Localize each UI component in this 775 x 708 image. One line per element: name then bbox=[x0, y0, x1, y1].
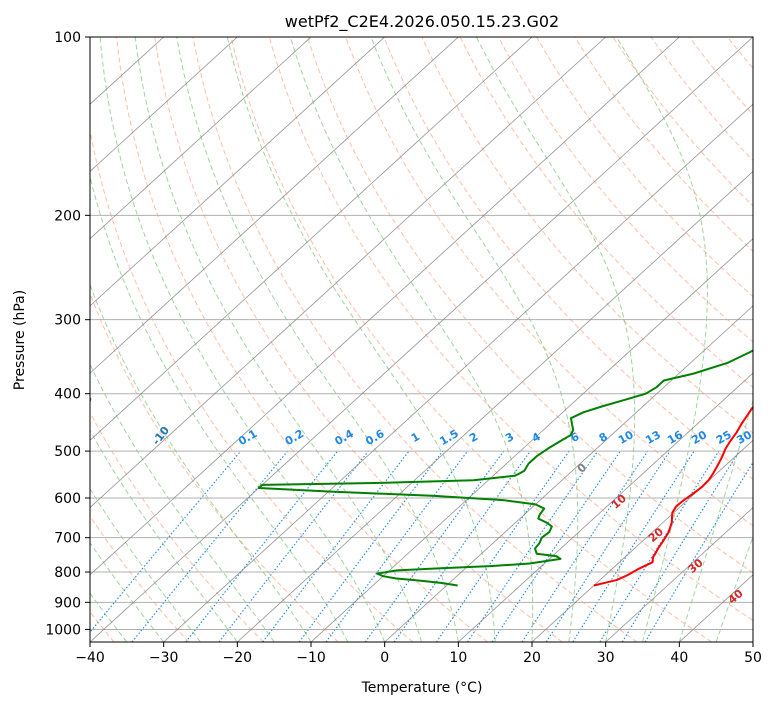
x-tick-label: 40 bbox=[670, 650, 688, 666]
plot-area: 0.10.20.40.611.52346810131620253036-100-… bbox=[90, 37, 754, 642]
x-tick-label: −20 bbox=[223, 650, 253, 666]
moist-adiabat-line bbox=[176, 37, 459, 642]
grid-lines bbox=[90, 37, 753, 642]
isotherm-line bbox=[90, 37, 312, 240]
y-tick-label: 700 bbox=[54, 531, 81, 547]
dry-adiabat-line bbox=[421, 37, 753, 434]
dry-adiabat-line bbox=[536, 37, 753, 298]
chart-title: wetPf2_C2E4.2026.050.15.23.G02 bbox=[285, 12, 559, 32]
x-tick-label: 30 bbox=[597, 650, 615, 666]
isotherm-line bbox=[90, 37, 459, 374]
isotherm-line bbox=[310, 238, 753, 642]
mixing-ratio-line bbox=[521, 450, 649, 642]
isotherm-line bbox=[90, 37, 385, 307]
dry-adiabat-line bbox=[90, 515, 190, 642]
moist-adiabat-line bbox=[134, 37, 422, 642]
moist-adiabat-line bbox=[289, 37, 534, 642]
dry-adiabat-line bbox=[268, 37, 753, 622]
x-tick-label: 0 bbox=[380, 650, 389, 666]
moist-adiabat-line bbox=[90, 363, 275, 642]
x-tick-label: −40 bbox=[75, 650, 105, 666]
dry-adiabat-line bbox=[459, 37, 753, 388]
y-axis-ticks: 100 200 300 400 500 600 700 800 900 1000 bbox=[45, 30, 90, 638]
temperature-profile-line bbox=[593, 405, 753, 587]
mixing-ratio-line bbox=[90, 450, 242, 633]
moist-adiabat-line bbox=[226, 37, 496, 642]
y-tick-label: 600 bbox=[54, 491, 81, 507]
x-tick-label: 50 bbox=[744, 650, 762, 666]
x-axis-label: Temperature (°C) bbox=[361, 680, 483, 696]
x-tick-label: 20 bbox=[523, 650, 541, 666]
profile-series bbox=[257, 349, 753, 587]
y-tick-label: 900 bbox=[54, 595, 81, 611]
moist-adiabat-line bbox=[616, 37, 708, 642]
isotherm-line bbox=[90, 37, 606, 509]
moist-adiabat-line bbox=[678, 398, 753, 642]
moist-adiabat-line bbox=[90, 592, 128, 642]
y-tick-label: 800 bbox=[54, 565, 81, 581]
dry-adiabat-line bbox=[650, 37, 753, 162]
mixing-ratio-line bbox=[621, 450, 740, 642]
dry-adiabat-line bbox=[383, 37, 753, 480]
mixing-ratio-label: 30 bbox=[734, 428, 754, 447]
mixing-ratio-line bbox=[364, 450, 505, 642]
dry-adiabat-line bbox=[345, 37, 753, 527]
moist-adiabat-line bbox=[99, 37, 386, 642]
moist-adiabat-line bbox=[370, 37, 579, 642]
y-axis-label: Pressure (hPa) bbox=[12, 290, 28, 390]
moist-adiabat-line bbox=[90, 174, 349, 642]
isotherm-line bbox=[90, 37, 533, 441]
isotherm-line bbox=[163, 103, 753, 642]
dewpoint-profile-line bbox=[257, 349, 753, 587]
y-tick-label: 400 bbox=[54, 387, 81, 403]
dry-adiabat-line bbox=[230, 37, 712, 642]
x-tick-label: −30 bbox=[149, 650, 179, 666]
dry-adiabat-line bbox=[90, 128, 414, 642]
x-axis-ticks: −40 −30 −20 −10 0 10 20 30 40 50 bbox=[75, 642, 762, 666]
x-tick-label: −10 bbox=[296, 650, 326, 666]
mixing-ratio-line bbox=[435, 450, 570, 642]
mixing-ratio-line bbox=[298, 450, 444, 642]
isotherm-line bbox=[384, 305, 753, 642]
isotherm-line bbox=[237, 170, 753, 642]
isotherm-line bbox=[90, 37, 680, 576]
plot-frame bbox=[89, 36, 754, 643]
mixing-ratio-line bbox=[325, 450, 468, 642]
isotherm-line bbox=[90, 37, 753, 642]
isotherm-line bbox=[458, 372, 753, 642]
mixing-ratio-line bbox=[572, 450, 695, 642]
isotherm-line bbox=[531, 439, 753, 642]
dry-adiabat-line bbox=[116, 37, 488, 642]
y-tick-label: 200 bbox=[54, 208, 81, 224]
moist-adiabats bbox=[90, 37, 753, 642]
y-tick-label: 300 bbox=[54, 313, 81, 329]
moist-adiabat-line bbox=[475, 37, 636, 642]
x-tick-label: 10 bbox=[449, 650, 467, 666]
dry-adiabat-line bbox=[497, 37, 753, 343]
isotherm-line bbox=[605, 507, 753, 642]
isotherm-line bbox=[90, 37, 238, 172]
mixing-ratio-line bbox=[545, 450, 671, 642]
dry-adiabats bbox=[90, 37, 753, 642]
y-tick-label: 1000 bbox=[45, 622, 81, 638]
mixing-ratio-line bbox=[393, 450, 531, 642]
dry-adiabat-line bbox=[90, 292, 339, 642]
dry-adiabat-line bbox=[192, 37, 638, 642]
mixing-ratio-line bbox=[131, 450, 289, 642]
moist-adiabat-line bbox=[715, 535, 753, 642]
moist-adiabat-line bbox=[90, 429, 238, 642]
mixing-ratio-line bbox=[185, 450, 338, 642]
y-tick-label: 100 bbox=[54, 30, 81, 46]
y-tick-label: 500 bbox=[54, 444, 81, 460]
